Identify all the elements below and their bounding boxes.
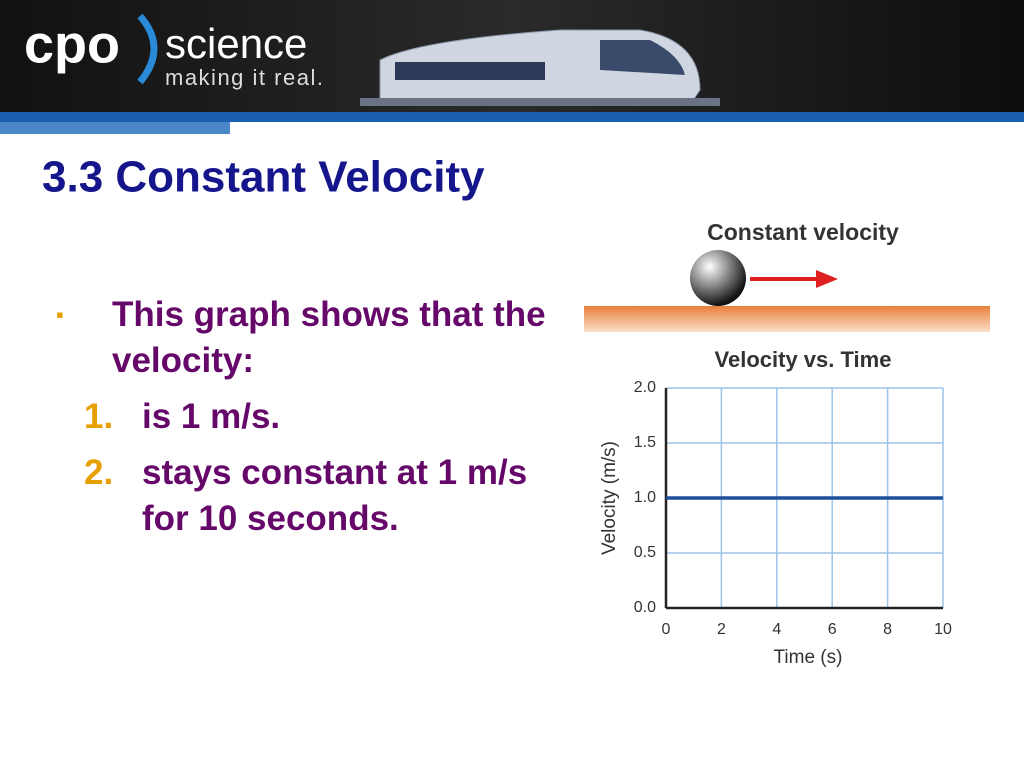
- x-axis-label: Time (s): [774, 647, 843, 668]
- illustration-label: Constant velocity: [707, 219, 899, 245]
- x-tick-label: 6: [828, 621, 837, 638]
- logo: cpo: [24, 14, 120, 74]
- arrowhead: [816, 270, 838, 288]
- chart-title: Velocity vs. Time: [715, 347, 892, 372]
- item-number: 2.: [84, 453, 114, 492]
- bullet-list: ▪ This graph shows that the velocity: 1. i…: [56, 292, 546, 542]
- header-strip: [0, 122, 230, 134]
- list-item: 1. is 1 m/s.: [84, 394, 546, 440]
- item-number: 1.: [84, 397, 114, 436]
- y-tick-label: 1.5: [634, 434, 656, 451]
- x-tick-label: 10: [934, 621, 952, 638]
- y-tick-label: 0.0: [634, 599, 656, 616]
- ground: [584, 306, 990, 332]
- bullet-marker: ▪: [56, 302, 64, 327]
- brand: science: [165, 20, 307, 67]
- x-tick-label: 4: [772, 621, 781, 638]
- logo-arc: [137, 13, 158, 85]
- tagline: making it real.: [165, 65, 324, 90]
- train: [360, 29, 720, 106]
- x-tick-label: 8: [883, 621, 892, 638]
- x-tick-label: 2: [717, 621, 726, 638]
- ball: [690, 250, 746, 306]
- item-text: is 1 m/s.: [142, 397, 281, 436]
- y-axis-label: Velocity (m/s): [599, 441, 620, 555]
- y-tick-label: 1.0: [634, 489, 656, 506]
- bullet: ▪ This graph shows that the velocity:: [56, 292, 546, 384]
- header-strip: [0, 112, 1024, 122]
- x-tick-label: 0: [662, 621, 671, 638]
- slide-title: 3.3 Constant Velocity: [42, 153, 485, 202]
- item-text: stays constant at 1 m/s for 10 seconds.: [142, 453, 528, 538]
- bullet-text: This graph shows that the velocity:: [112, 295, 546, 380]
- y-tick-label: 0.5: [634, 544, 656, 561]
- y-tick-label: 2.0: [634, 379, 656, 396]
- list-item: 2. stays constant at 1 m/s for 10 seconds…: [84, 450, 546, 542]
